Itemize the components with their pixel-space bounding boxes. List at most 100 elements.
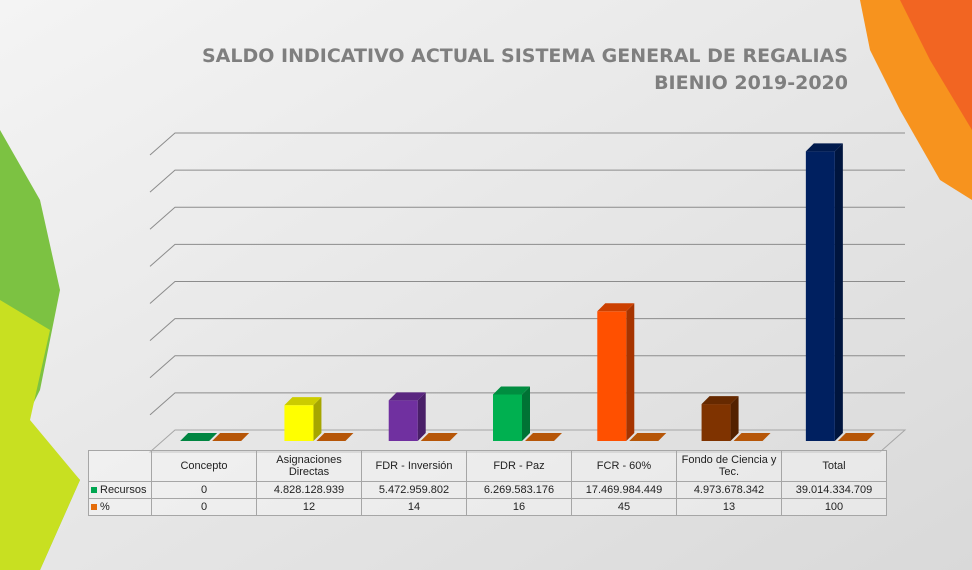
bar [316,433,354,441]
table-cell: 5.472.959.802 [361,481,467,499]
table-cell: FCR - 60% [571,450,677,482]
bar-top [629,433,667,441]
table-cell: Asignaciones Directas [256,450,362,482]
grid-line [149,355,905,379]
table-cell: 39.014.334.709 [781,481,887,499]
grid-line [149,169,905,193]
cell-text: 4.828.128.939 [273,484,345,496]
legend-key [91,487,97,493]
cell-text: Fondo de Ciencia y Tec. [681,454,777,478]
table-row: Recursos 0 4.828.128.939 5.472.959.802 6.269… [88,481,887,499]
cell-text: 13 [722,501,736,513]
bar-front [701,404,731,441]
cell-text: 100 [824,501,844,513]
decor-orange-dark [900,0,972,130]
cell-text: Concepto [180,460,228,472]
bar-top [837,433,875,441]
bar-side [417,392,426,441]
bar [733,433,771,441]
bar-side [313,397,322,441]
bar-front [284,405,314,441]
table-cell: 6.269.583.176 [466,481,572,499]
bar-top [420,433,458,441]
cell-text: 6.269.583.176 [483,484,555,496]
table-cell: 45 [571,498,677,516]
bar-top [284,397,322,406]
table-row: % 0 12 14 16 45 13 100 [88,498,887,516]
cell-text: 12 [302,501,316,513]
bar [180,433,218,441]
bar [701,396,739,441]
bar [805,143,843,442]
table-cell: Fondo de Ciencia y Tec. [676,450,782,482]
bar-top [316,433,354,441]
bar-front [805,151,835,442]
cell-text: 4.973.678.342 [693,484,765,496]
bar [493,386,530,441]
bar-top [597,303,635,312]
cell-text: 0 [200,484,208,496]
data-table: Concepto Asignaciones Directas FDR - Inver… [88,450,887,516]
table-cell: 0 [151,498,257,516]
chart-title: SALDO INDICATIVO ACTUAL SISTEMA GENERAL … [202,45,848,67]
table-row: Concepto Asignaciones Directas FDR - Inver… [88,450,887,482]
table-cell: Concepto [151,450,257,482]
cell-text: 39.014.334.709 [795,484,873,496]
grid-line [149,132,905,156]
bar-top [180,433,218,441]
bar [284,397,322,441]
grid-line [149,392,905,416]
bar [525,433,562,441]
bar-top [733,433,771,441]
legend-label: % [100,501,110,513]
table-cell: 4.828.128.939 [256,481,362,499]
bar-top [805,143,843,152]
bar-side [626,303,635,441]
bar-top [388,392,426,401]
bar [212,433,250,441]
chart-subtitle: BIENIO 2019-2020 [654,72,848,94]
grid-line [149,318,905,342]
bar-side [730,396,739,441]
bar-front [388,400,418,441]
table-cell: 14 [361,498,467,516]
table-cell: 16 [466,498,572,516]
table-cell [88,450,152,482]
bar-top [525,433,562,441]
table-cell: 0 [151,481,257,499]
bar [388,392,426,441]
table-cell: 100 [781,498,887,516]
bar-top [493,386,530,395]
legend-label: Recursos [100,484,147,496]
cell-text: Total [822,460,846,472]
cell-text: 14 [407,501,421,513]
table-cell: FDR - Paz [466,450,572,482]
grid-line [149,206,905,230]
legend-entry: % [88,498,152,516]
bar [420,433,458,441]
table-cell: FDR - Inversión [361,450,467,482]
bar [837,433,875,441]
cell-text: 0 [200,501,208,513]
cell-text: FDR - Paz [493,460,545,472]
cell-text: 16 [512,501,526,513]
cell-text: 5.472.959.802 [378,484,450,496]
cell-text: FDR - Inversión [375,460,453,472]
table-cell: 12 [256,498,362,516]
cell-text: FCR - 60% [596,460,652,472]
table-cell: 17.469.984.449 [571,481,677,499]
table-cell: Total [781,450,887,482]
bar-top [212,433,250,441]
legend-entry: Recursos [88,481,152,499]
table-cell: 13 [676,498,782,516]
cell-text: 45 [617,501,631,513]
decor-lime [0,300,80,570]
bar-front [493,394,522,441]
legend-key [91,504,97,510]
bar-side [834,143,843,442]
grid-line [149,281,905,304]
bar [597,303,635,441]
bar-front [597,311,627,441]
cell-text: 17.469.984.449 [585,484,663,496]
